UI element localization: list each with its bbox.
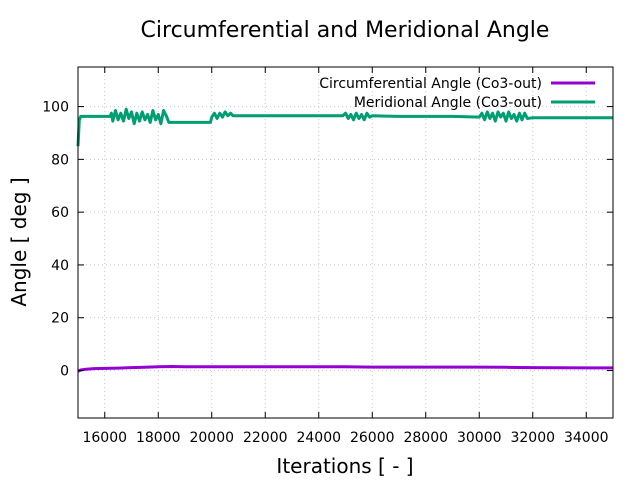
y-tick-label: 60	[51, 205, 69, 221]
legend-label-0: Circumferential Angle (Co3-out)	[319, 76, 542, 92]
legend: Circumferential Angle (Co3-out) Meridiona…	[319, 76, 595, 111]
x-tick-label: 20000	[189, 430, 234, 446]
x-tick-label: 18000	[136, 430, 181, 446]
y-tick-label: 0	[60, 363, 69, 379]
y-tick-label: 80	[51, 152, 69, 168]
x-tick-labels: 16000 18000 20000 22000 24000 26000 28000 30000…	[82, 430, 608, 446]
y-tick-labels: 0 20 40 60 80 100	[42, 100, 69, 380]
ticks	[78, 67, 613, 418]
y-tick-label: 100	[42, 100, 69, 116]
legend-label-1: Meridional Angle (Co3-out)	[354, 95, 542, 111]
chart-title: Circumferential and Meridional Angle	[141, 18, 550, 43]
x-tick-label: 26000	[350, 430, 395, 446]
series-lines	[76, 107, 613, 373]
plot-frame	[77, 66, 614, 419]
y-tick-label: 20	[51, 311, 69, 327]
series-line-0	[77, 365, 613, 373]
x-tick-label: 32000	[510, 430, 555, 446]
series-line-1	[76, 107, 613, 147]
y-axis-label: Angle [ deg ]	[7, 177, 31, 306]
x-tick-label: 22000	[243, 430, 288, 446]
y-tick-label: 40	[51, 258, 69, 274]
x-tick-label: 30000	[457, 430, 502, 446]
x-tick-label: 28000	[403, 430, 448, 446]
grid	[78, 67, 613, 418]
x-axis-label: Iterations [ - ]	[276, 454, 413, 478]
x-tick-label: 34000	[564, 430, 609, 446]
x-tick-label: 16000	[82, 430, 127, 446]
x-tick-label: 24000	[296, 430, 341, 446]
